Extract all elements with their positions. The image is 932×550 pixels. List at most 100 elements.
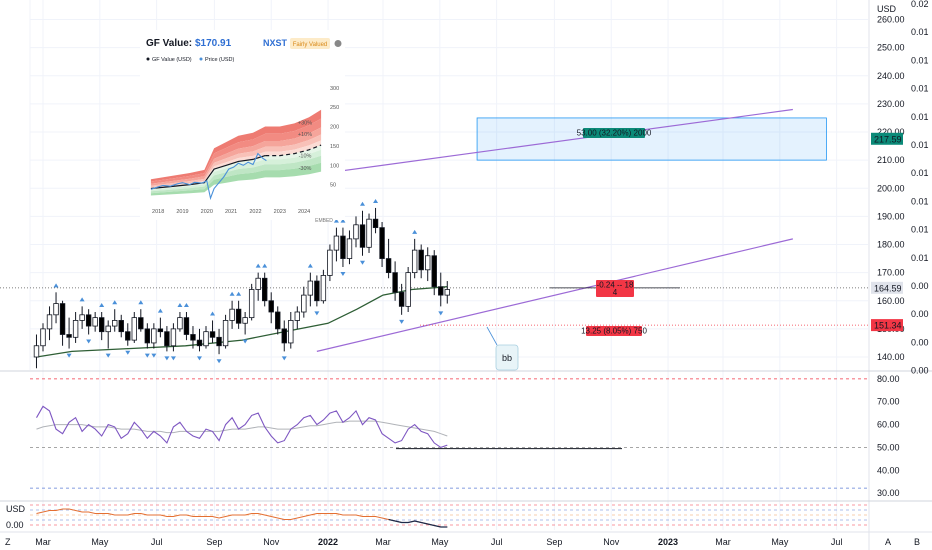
pivot-high-marker <box>373 198 379 203</box>
inset-y-tick: 150 <box>330 144 339 150</box>
inset-y-tick: 100 <box>330 163 339 169</box>
moving-average-line <box>36 286 448 358</box>
pivot-high-marker <box>79 297 85 302</box>
price-tick-label: 210.00 <box>877 155 905 165</box>
candle-body <box>53 303 59 316</box>
price-tick-label: 260.00 <box>877 15 905 25</box>
candle-body <box>92 317 98 327</box>
stop-price-tag: 151.34 <box>874 321 902 331</box>
candle-body <box>222 320 229 347</box>
time-tick-label: May <box>771 537 789 547</box>
price-tick-label: 200.00 <box>877 183 905 193</box>
pivot-low-marker <box>314 311 320 316</box>
pivot-low-marker <box>164 356 170 361</box>
candle-body <box>72 320 79 338</box>
inset-band <box>150 118 322 184</box>
candle-body <box>340 235 346 259</box>
candle-body <box>157 328 164 333</box>
pivot-high-marker <box>255 263 261 268</box>
target-zone-box <box>476 117 827 161</box>
pivot-low-marker <box>170 356 176 361</box>
annotations[interactable]: 53.00 (32.20%) 2000 -0.24 -- 184 13.25 (8.… <box>486 128 652 371</box>
long-position-box[interactable] <box>476 117 827 161</box>
lower-indicator-signal <box>388 518 448 528</box>
pivot-low-marker <box>340 272 346 276</box>
inset-band-label: -30% <box>299 166 312 172</box>
candle-body <box>79 314 85 321</box>
secondary-tick-label: 0.02 <box>911 0 929 9</box>
candle-body <box>392 272 398 293</box>
inset-band <box>150 149 322 192</box>
secondary-tick-label: 0.00 <box>911 309 929 319</box>
secondary-tick-label: 0.01 <box>911 140 929 150</box>
moving-average <box>36 286 448 358</box>
last-price-tag: 164.59 <box>874 283 902 293</box>
candle-body <box>59 303 66 335</box>
pivot-high-marker <box>340 218 346 223</box>
candle-body <box>235 308 242 324</box>
stop-label-text: 13.25 (8.05%) 750 <box>581 327 647 336</box>
help-icon <box>334 40 342 47</box>
candle-body <box>438 286 444 296</box>
time-axis[interactable]: Mar May Jul Sep Nov 2022 Mar May Jul Sep Nov 2023 Ma… <box>5 537 920 547</box>
time-tick-label: Sep <box>546 537 562 547</box>
inset-y-tick: 250 <box>330 105 339 111</box>
candle-body <box>307 280 314 296</box>
candle-body <box>431 255 437 288</box>
inset-x-tick: 2024 <box>298 209 310 215</box>
inset-x-tick: 2020 <box>201 209 213 215</box>
time-tick-label: 2022 <box>318 537 338 547</box>
candle-body <box>248 289 255 319</box>
candle-body <box>203 331 209 347</box>
inset-gf-line <box>150 155 266 190</box>
candle-body <box>105 325 111 333</box>
candle-body <box>268 300 274 313</box>
current-label-line2: 4 <box>613 288 618 297</box>
candle-body <box>333 235 340 251</box>
gf-value-inset: GF Value: $170.91 NXST Fairly Valued GF Valu… <box>140 30 345 224</box>
oscillator-pane: 80.00 70.00 60.00 50.00 40.00 30.00 <box>30 374 900 498</box>
inset-band <box>150 140 322 189</box>
current-label-line1: -0.24 -- 18 <box>597 281 634 290</box>
legend-price-dot <box>199 57 203 61</box>
pivot-high-marker <box>262 263 268 268</box>
candle-body <box>275 311 281 330</box>
osc-tick-label: 50.00 <box>877 442 900 452</box>
pivot-low-marker <box>216 359 222 364</box>
price-tick-label: 160.00 <box>877 296 905 306</box>
candle-body <box>66 334 72 338</box>
price-axis[interactable]: USD140.00150.00160.00170.00180.00190.002… <box>871 0 929 376</box>
inset-band <box>150 134 322 188</box>
pivot-low-marker <box>281 356 287 361</box>
inset-x-tick: 2023 <box>274 209 286 215</box>
pivot-high-marker <box>99 303 105 307</box>
inset-band-label: +10% <box>298 132 312 138</box>
candle-body <box>405 272 411 307</box>
lower-indicator-pane: USD 0.00 <box>6 504 868 530</box>
pivot-low-marker <box>196 356 202 361</box>
legend-gf: GF Value (USD) <box>152 57 192 63</box>
candle-body <box>112 320 118 327</box>
inset-title-value: $170.91 <box>195 38 232 49</box>
pivot-high-marker <box>53 283 59 288</box>
axis-button-b: B <box>914 537 920 547</box>
current-label-box <box>596 280 634 297</box>
pivot-high-marker <box>229 291 235 296</box>
pivot-high-marker <box>177 303 183 307</box>
pivot-low-marker <box>399 319 405 324</box>
candle-body <box>131 317 137 341</box>
time-tick-label: May <box>431 537 449 547</box>
time-tick-label: Jul <box>491 537 503 547</box>
inset-x-tick: 2021 <box>225 209 237 215</box>
pivot-low-marker <box>151 353 157 358</box>
pivot-high-marker <box>236 291 242 296</box>
candlesticks[interactable] <box>33 207 450 369</box>
axis-button-z: Z <box>5 537 11 547</box>
pivot-low-marker <box>360 260 366 265</box>
candle-body <box>327 249 333 276</box>
candle-body <box>170 328 177 347</box>
candle-body <box>196 339 203 347</box>
trend-channel[interactable] <box>316 108 794 352</box>
